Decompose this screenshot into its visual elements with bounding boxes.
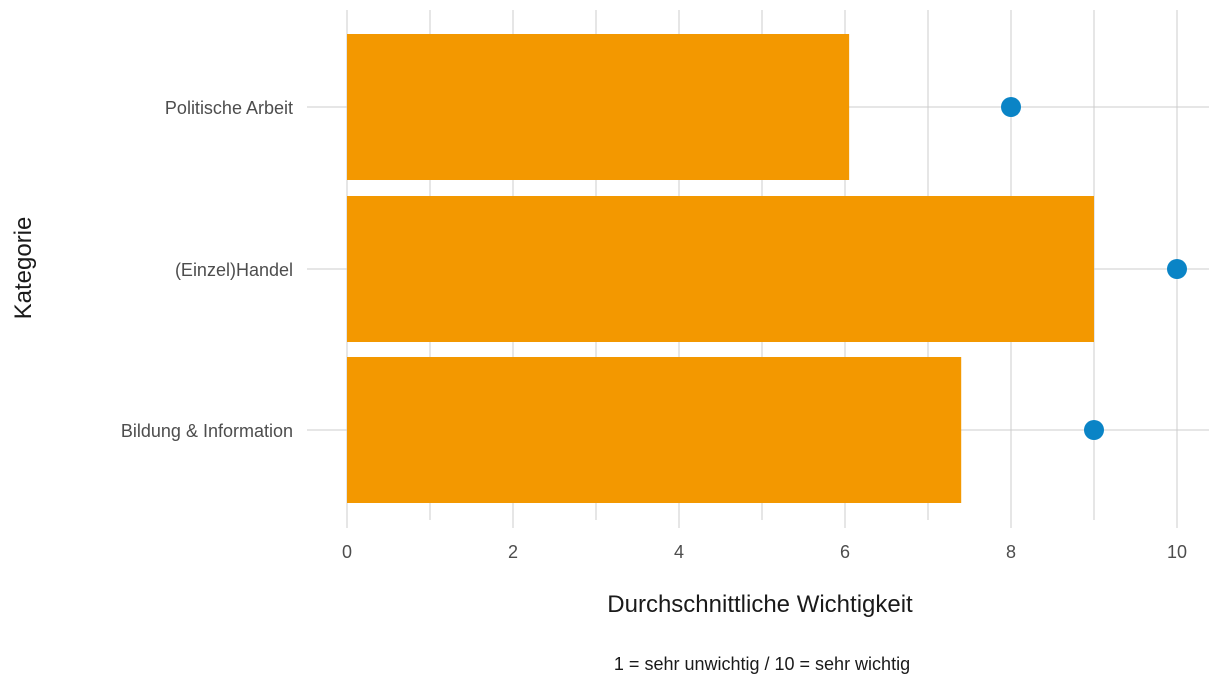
- x-tick-label-2: 2: [508, 542, 518, 562]
- tick-marks: [346, 520, 1178, 528]
- x-tick-label-4: 4: [674, 542, 684, 562]
- bar-1: [347, 196, 1094, 342]
- x-tick-label-8: 8: [1006, 542, 1016, 562]
- bar-2: [347, 357, 962, 503]
- x-tick-labels: 0 2 4 6 8 10: [342, 542, 1187, 562]
- point-0: [1001, 97, 1021, 117]
- x-axis-title: Durchschnittliche Wichtigkeit: [607, 591, 913, 618]
- y-axis-title: Kategorie: [10, 217, 37, 320]
- y-tick-label-2: Bildung & Information: [121, 421, 293, 441]
- x-tick-label-6: 6: [840, 542, 850, 562]
- point-1: [1167, 259, 1187, 279]
- bar-0: [347, 34, 850, 180]
- y-tick-label-1: (Einzel)Handel: [175, 260, 293, 280]
- points: [1001, 97, 1187, 440]
- y-tick-label-0: Politische Arbeit: [165, 98, 293, 118]
- bars: [347, 34, 1094, 503]
- x-tick-label-10: 10: [1167, 542, 1187, 562]
- point-2: [1084, 420, 1104, 440]
- y-tick-labels: Politische Arbeit (Einzel)Handel Bildung &…: [121, 98, 293, 441]
- x-tick-label-0: 0: [342, 542, 352, 562]
- chart-caption: 1 = sehr unwichtig / 10 = sehr wichtig: [614, 654, 910, 674]
